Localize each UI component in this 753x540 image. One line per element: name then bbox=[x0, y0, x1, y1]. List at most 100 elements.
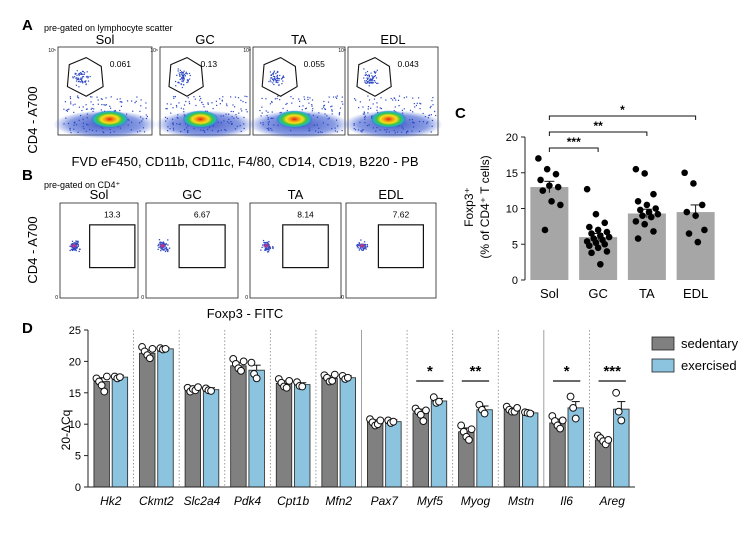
data-point bbox=[537, 176, 544, 184]
cell-dot bbox=[182, 74, 184, 77]
cell-dot bbox=[225, 113, 227, 115]
cell-dot bbox=[395, 99, 397, 101]
cell-dot bbox=[75, 248, 77, 251]
cell-dot bbox=[324, 113, 326, 115]
gate-percentage: 6.67 bbox=[194, 209, 211, 219]
cell-dot bbox=[228, 122, 230, 124]
cell-dot bbox=[159, 241, 162, 243]
cell-dot bbox=[236, 125, 238, 128]
cell-dot bbox=[139, 130, 141, 132]
cell-dot bbox=[103, 132, 105, 134]
cell-dot bbox=[63, 108, 65, 110]
flow-plot-title: EDL bbox=[378, 187, 403, 202]
cell-dot bbox=[335, 119, 338, 121]
cell-dot bbox=[376, 82, 378, 84]
bar-edl bbox=[676, 212, 715, 280]
cell-dot bbox=[401, 126, 403, 128]
cell-dot bbox=[167, 130, 169, 132]
cell-dot bbox=[312, 108, 314, 110]
cell-dot bbox=[392, 99, 394, 101]
cell-dot bbox=[308, 127, 310, 129]
cell-dot bbox=[267, 124, 270, 126]
cell-dot bbox=[272, 75, 275, 77]
cell-dot bbox=[370, 72, 372, 74]
cell-dot bbox=[432, 96, 434, 99]
cell-dot bbox=[368, 124, 370, 126]
cell-dot bbox=[309, 129, 311, 131]
cell-dot bbox=[322, 122, 324, 124]
cell-dot bbox=[412, 126, 415, 128]
data-point bbox=[692, 212, 699, 219]
cell-dot bbox=[365, 82, 367, 84]
cell-dot bbox=[429, 107, 431, 109]
cell-dot bbox=[367, 75, 369, 77]
cell-dot bbox=[215, 100, 217, 102]
x-tick-label: Myf5 bbox=[417, 494, 443, 508]
cell-dot bbox=[178, 82, 180, 84]
cell-dot bbox=[365, 74, 368, 76]
data-point bbox=[194, 383, 202, 392]
cell-dot bbox=[415, 104, 418, 107]
data-point bbox=[422, 406, 430, 415]
bar-exercised-slc2a4 bbox=[202, 389, 220, 488]
bar-exercised-pdk4 bbox=[248, 369, 265, 488]
cell-dot bbox=[277, 71, 279, 73]
cell-dot bbox=[232, 104, 234, 106]
cell-dot bbox=[212, 125, 214, 127]
cell-dot bbox=[312, 114, 314, 117]
cell-dot bbox=[402, 128, 404, 130]
cell-dot bbox=[420, 103, 422, 105]
cell-dot bbox=[168, 247, 171, 249]
panel-c-ylabel-line1: Foxp3⁺ bbox=[462, 187, 476, 227]
data-point bbox=[541, 226, 549, 234]
panel-c-letter: C bbox=[455, 105, 466, 122]
cell-dot bbox=[226, 105, 228, 107]
cell-dot bbox=[82, 82, 84, 84]
cell-dot bbox=[369, 79, 371, 82]
cell-dot bbox=[365, 74, 367, 76]
cell-dot bbox=[217, 130, 219, 132]
cell-dot bbox=[177, 114, 179, 116]
data-point bbox=[583, 185, 591, 193]
cell-dot bbox=[73, 249, 76, 251]
cell-dot bbox=[187, 97, 189, 99]
cell-dot bbox=[66, 110, 69, 112]
cell-dot bbox=[141, 120, 143, 122]
flow-plot-title: TA bbox=[291, 32, 307, 47]
cell-dot bbox=[80, 81, 82, 83]
cell-dot bbox=[361, 249, 363, 251]
cell-dot bbox=[268, 249, 270, 251]
cell-dot bbox=[363, 68, 365, 70]
cell-dot bbox=[140, 105, 142, 107]
data-point bbox=[650, 190, 657, 198]
cell-dot bbox=[187, 80, 189, 82]
cell-dot bbox=[379, 107, 381, 109]
x-tick-label: TA bbox=[639, 286, 655, 301]
data-point bbox=[650, 228, 657, 235]
cell-dot bbox=[204, 131, 206, 133]
flow-plot-a-sol: 0.061 Sol 10⁵ bbox=[48, 32, 157, 139]
cell-dot bbox=[260, 122, 262, 124]
cell-dot bbox=[232, 111, 234, 113]
cell-dot bbox=[167, 248, 169, 251]
cell-dot bbox=[273, 75, 276, 78]
cell-dot bbox=[353, 128, 355, 130]
cell-dot bbox=[359, 121, 361, 123]
cell-dot bbox=[164, 247, 166, 249]
cell-dot bbox=[185, 100, 187, 103]
bar-exercised-myog bbox=[476, 409, 493, 488]
data-point bbox=[457, 421, 466, 430]
cell-dot bbox=[187, 131, 189, 134]
cell-dot bbox=[183, 78, 185, 80]
cell-dot bbox=[185, 73, 187, 75]
cell-dot bbox=[266, 241, 268, 243]
cell-dot bbox=[428, 114, 430, 117]
cell-dot bbox=[188, 101, 190, 103]
cell-dot bbox=[183, 84, 185, 86]
cell-dot bbox=[77, 245, 80, 247]
cell-dot bbox=[173, 95, 175, 98]
data-point bbox=[343, 373, 352, 382]
cell-dot bbox=[267, 248, 269, 251]
data-point bbox=[604, 436, 613, 444]
cell-dot bbox=[403, 108, 405, 110]
